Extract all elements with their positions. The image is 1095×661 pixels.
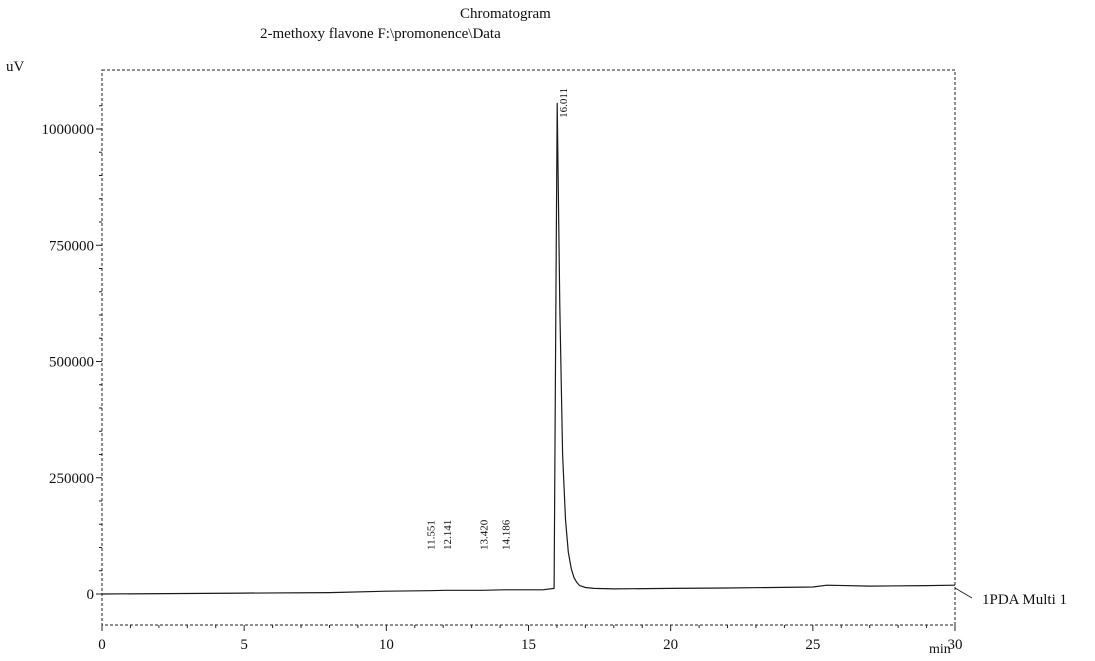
x-tick-label: 30 (948, 637, 963, 653)
x-tick-label: 20 (663, 637, 678, 653)
peak-label: 14.186 (500, 519, 512, 550)
peak-labels: 11.551 12.141 13.420 14.186 16.011 (425, 88, 570, 550)
series-label: 1PDA Multi 1 (982, 592, 1068, 608)
x-tick-label: 10 (379, 637, 394, 653)
x-axis: 0 5 10 15 20 25 30 (98, 625, 963, 653)
y-tick-label: 0 (87, 587, 95, 603)
peak-label: 12.141 (442, 520, 454, 550)
peak-label: 11.551 (425, 520, 437, 550)
series-line (101, 102, 956, 595)
y-axis-unit: uV (6, 59, 25, 75)
series-leader-line (954, 587, 973, 599)
y-axis: 0 250000 500000 750000 1000000 (42, 105, 102, 603)
peak-label: 16.011 (558, 88, 570, 118)
y-tick-label: 1000000 (42, 122, 95, 138)
x-tick-label: 15 (521, 637, 536, 653)
x-axis-unit: min (929, 642, 951, 657)
x-tick-label: 5 (240, 637, 248, 653)
y-tick-label: 500000 (49, 355, 94, 371)
plot-frame (101, 69, 956, 626)
x-tick-label: 25 (805, 637, 820, 653)
x-tick-label: 0 (98, 637, 106, 653)
y-tick-label: 750000 (49, 238, 94, 254)
chart-subtitle: 2-methoxy flavone F:\promonence\Data (260, 26, 501, 42)
chart-title: Chromatogram (460, 6, 551, 22)
series-layer (101, 102, 956, 595)
peak-label: 13.420 (479, 519, 491, 550)
y-tick-label: 250000 (49, 471, 94, 487)
